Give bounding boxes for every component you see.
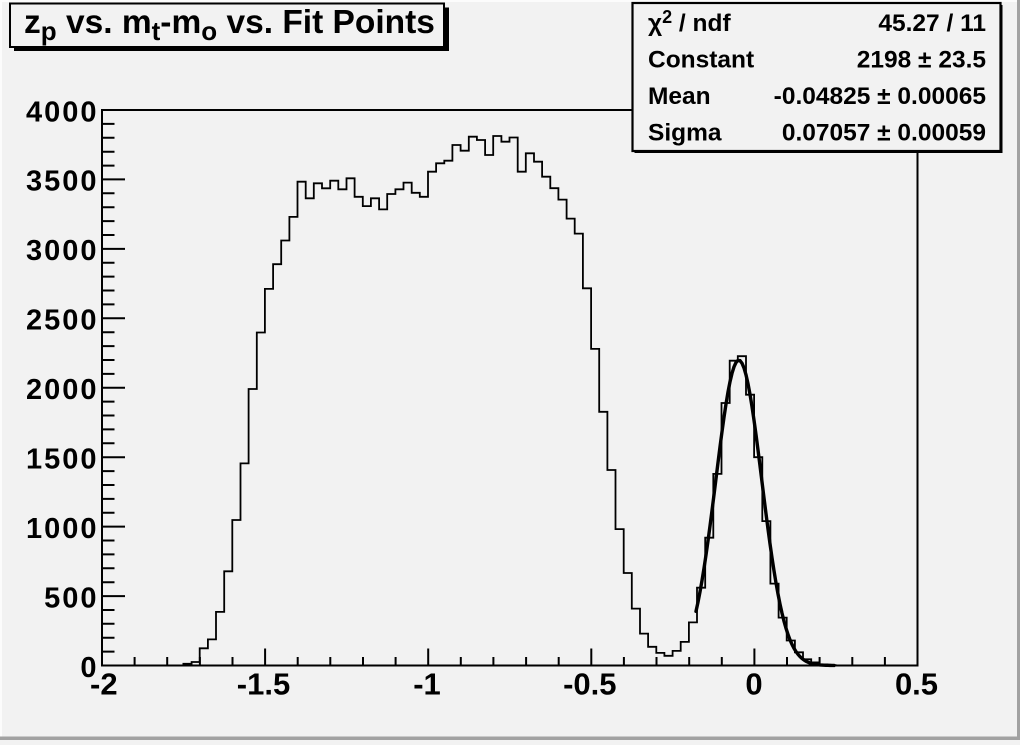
svg-text:χ2 / ndf: χ2 / ndf — [648, 7, 731, 37]
svg-text:Constant: Constant — [648, 47, 754, 74]
svg-text:-1.5: -1.5 — [237, 666, 290, 701]
svg-text:2500: 2500 — [26, 305, 99, 337]
svg-text:-0.5: -0.5 — [563, 666, 616, 701]
svg-text:Sigma: Sigma — [648, 119, 722, 146]
svg-text:3500: 3500 — [26, 166, 99, 198]
svg-text:0: 0 — [80, 652, 98, 684]
svg-text:-1: -1 — [413, 666, 441, 701]
svg-text:2000: 2000 — [26, 374, 99, 406]
svg-text:2198 ± 23.5: 2198 ± 23.5 — [857, 47, 986, 74]
svg-text:0.07057 ± 0.00059: 0.07057 ± 0.00059 — [782, 119, 986, 146]
svg-text:-2: -2 — [90, 666, 118, 701]
svg-text:zp vs. mt-mo vs. Fit Points: zp vs. mt-mo vs. Fit Points — [24, 4, 435, 46]
svg-text:45.27 / 11: 45.27 / 11 — [878, 10, 986, 37]
svg-text:0.5: 0.5 — [895, 666, 938, 701]
svg-text:Mean: Mean — [648, 83, 711, 110]
svg-text:1000: 1000 — [26, 513, 99, 545]
svg-text:-0.04825 ± 0.00065: -0.04825 ± 0.00065 — [774, 83, 986, 110]
svg-text:1500: 1500 — [26, 444, 99, 476]
svg-text:4000: 4000 — [26, 96, 99, 128]
svg-text:0: 0 — [745, 666, 762, 701]
svg-text:500: 500 — [44, 582, 98, 614]
svg-text:3000: 3000 — [26, 235, 99, 267]
